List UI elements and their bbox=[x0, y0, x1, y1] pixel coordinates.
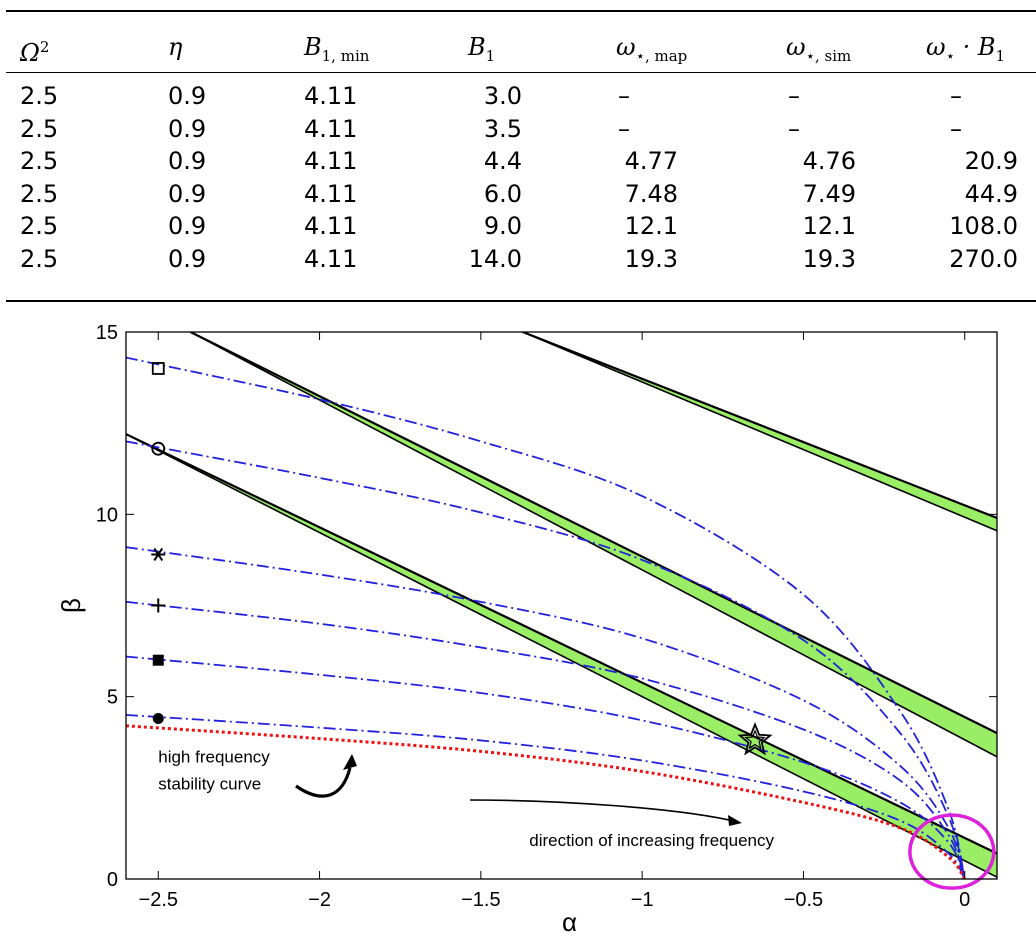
header-omega-squared: Ω2 bbox=[20, 38, 50, 67]
table-cell: 2.5 bbox=[20, 212, 59, 240]
plot-area bbox=[126, 332, 997, 879]
header-eta: η bbox=[168, 33, 183, 61]
x-tick-label: −2 bbox=[308, 889, 331, 911]
table-cell: 14.0 bbox=[468, 244, 522, 273]
table-cell: 4.11 bbox=[304, 244, 358, 273]
table-cell: 4.11 bbox=[304, 212, 358, 240]
stability-chart: −2.5 −2 −1.5 −1 −0.5 0 0 5 10 15 α β high frequency s… bbox=[56, 322, 998, 937]
table-cell: 6.0 bbox=[483, 179, 522, 208]
table-cell: 2.5 bbox=[20, 114, 59, 143]
table-cell: 4.77 bbox=[624, 147, 678, 175]
table-cell: 4.11 bbox=[304, 147, 358, 175]
boundary-line bbox=[126, 433, 997, 855]
table-cell: 108.0 bbox=[949, 212, 1018, 240]
y-tick-label: 0 bbox=[107, 869, 118, 891]
table-cell: – bbox=[618, 82, 630, 110]
header-b1: B1 bbox=[468, 33, 496, 65]
table-cell: 9.0 bbox=[483, 212, 522, 240]
table-cell: – bbox=[788, 82, 800, 110]
x-tick-label: −2.5 bbox=[139, 889, 178, 911]
table-cell: 44.9 bbox=[964, 179, 1018, 208]
stability-curve bbox=[126, 724, 967, 879]
marker-open-circle bbox=[151, 441, 166, 456]
series-line bbox=[126, 655, 966, 879]
table-bottom-rule bbox=[6, 300, 1036, 302]
annotation-arrow bbox=[295, 767, 352, 798]
table-cell: 2.5 bbox=[20, 82, 59, 110]
axes-frame bbox=[125, 331, 998, 880]
series-line bbox=[126, 546, 966, 879]
y-tick-label: 15 bbox=[96, 322, 118, 344]
series-line bbox=[126, 600, 966, 879]
table-cell: 0.9 bbox=[168, 244, 207, 273]
header-omega-map: ω⋆, map bbox=[616, 33, 688, 65]
marker-plus bbox=[151, 598, 166, 613]
y-axis-label: β bbox=[56, 598, 86, 613]
marker-filled-circle bbox=[152, 713, 164, 725]
y-tick-label: 10 bbox=[96, 504, 118, 526]
marker-open-square bbox=[151, 362, 165, 375]
table-cell: – bbox=[950, 114, 962, 143]
x-tick-label: −1 bbox=[631, 889, 654, 911]
table-cell: 19.3 bbox=[624, 244, 678, 273]
table-cell: 0.9 bbox=[168, 82, 207, 110]
table-cell: – bbox=[788, 114, 800, 143]
annotation-arrowhead bbox=[728, 815, 742, 826]
table-cell: 12.1 bbox=[802, 212, 856, 240]
table-cell: 2.5 bbox=[20, 244, 59, 273]
marker-star bbox=[737, 721, 773, 756]
data-table: Ω2 η B1, min B1 ω⋆, map ω⋆, sim ω⋆ · B1 … bbox=[6, 10, 1036, 302]
table-cell: 4.11 bbox=[304, 82, 358, 110]
annotation-arrowhead bbox=[343, 754, 357, 770]
table-cell: 12.1 bbox=[624, 212, 678, 240]
header-omega-sim: ω⋆, sim bbox=[786, 33, 852, 65]
table-cell: 3.5 bbox=[483, 114, 522, 143]
x-tick-label: −1.5 bbox=[461, 889, 500, 911]
x-axis-label: α bbox=[562, 907, 577, 937]
x-tick-label: 0 bbox=[959, 889, 970, 911]
marker-asterisk bbox=[151, 547, 166, 562]
table-cell: 2.5 bbox=[20, 179, 59, 208]
table-cell: 4.11 bbox=[304, 179, 358, 208]
x-tick-label: −0.5 bbox=[784, 889, 823, 911]
header-omega-times-b1: ω⋆ · B1 bbox=[926, 33, 1006, 65]
boundary-line bbox=[126, 433, 997, 878]
annotation-text: stability curve bbox=[158, 775, 261, 794]
table-cell: 4.76 bbox=[802, 147, 856, 175]
marker-star-inner bbox=[744, 729, 766, 750]
table-cell: 0.9 bbox=[168, 212, 207, 240]
annotation-arrow bbox=[469, 799, 739, 823]
boundary-line bbox=[522, 332, 997, 532]
table-cell: 0.9 bbox=[168, 114, 207, 143]
boundary-line bbox=[522, 332, 997, 520]
highlight-ellipse bbox=[908, 813, 996, 890]
annotation-text: direction of increasing frequency bbox=[529, 831, 774, 850]
table-cell: 4.4 bbox=[483, 147, 522, 175]
series-line bbox=[126, 356, 966, 879]
table-cell: 2.5 bbox=[20, 147, 59, 175]
y-tick-label: 5 bbox=[107, 687, 118, 709]
table-cell: 7.48 bbox=[624, 179, 678, 208]
series-line bbox=[126, 714, 966, 879]
table-cell: 3.0 bbox=[483, 82, 522, 110]
table-cell: 19.3 bbox=[802, 244, 856, 273]
boundary-line bbox=[190, 332, 997, 735]
marker-filled-square bbox=[152, 654, 164, 666]
table-header-rule bbox=[6, 72, 1036, 73]
table-top-rule bbox=[6, 10, 1036, 12]
table-cell: 4.11 bbox=[304, 114, 358, 143]
table-cell: 7.49 bbox=[802, 179, 856, 208]
table-cell: 0.9 bbox=[168, 179, 207, 208]
table-cell: – bbox=[618, 114, 630, 143]
boundary-line bbox=[190, 332, 997, 758]
table-cell: 270.0 bbox=[949, 244, 1018, 273]
series-line bbox=[126, 440, 966, 879]
table-cell: – bbox=[950, 82, 962, 110]
header-b1-min: B1, min bbox=[304, 33, 370, 65]
table-cell: 20.9 bbox=[964, 147, 1018, 175]
table-cell: 0.9 bbox=[168, 147, 207, 175]
annotation-text: high frequency bbox=[158, 747, 270, 766]
